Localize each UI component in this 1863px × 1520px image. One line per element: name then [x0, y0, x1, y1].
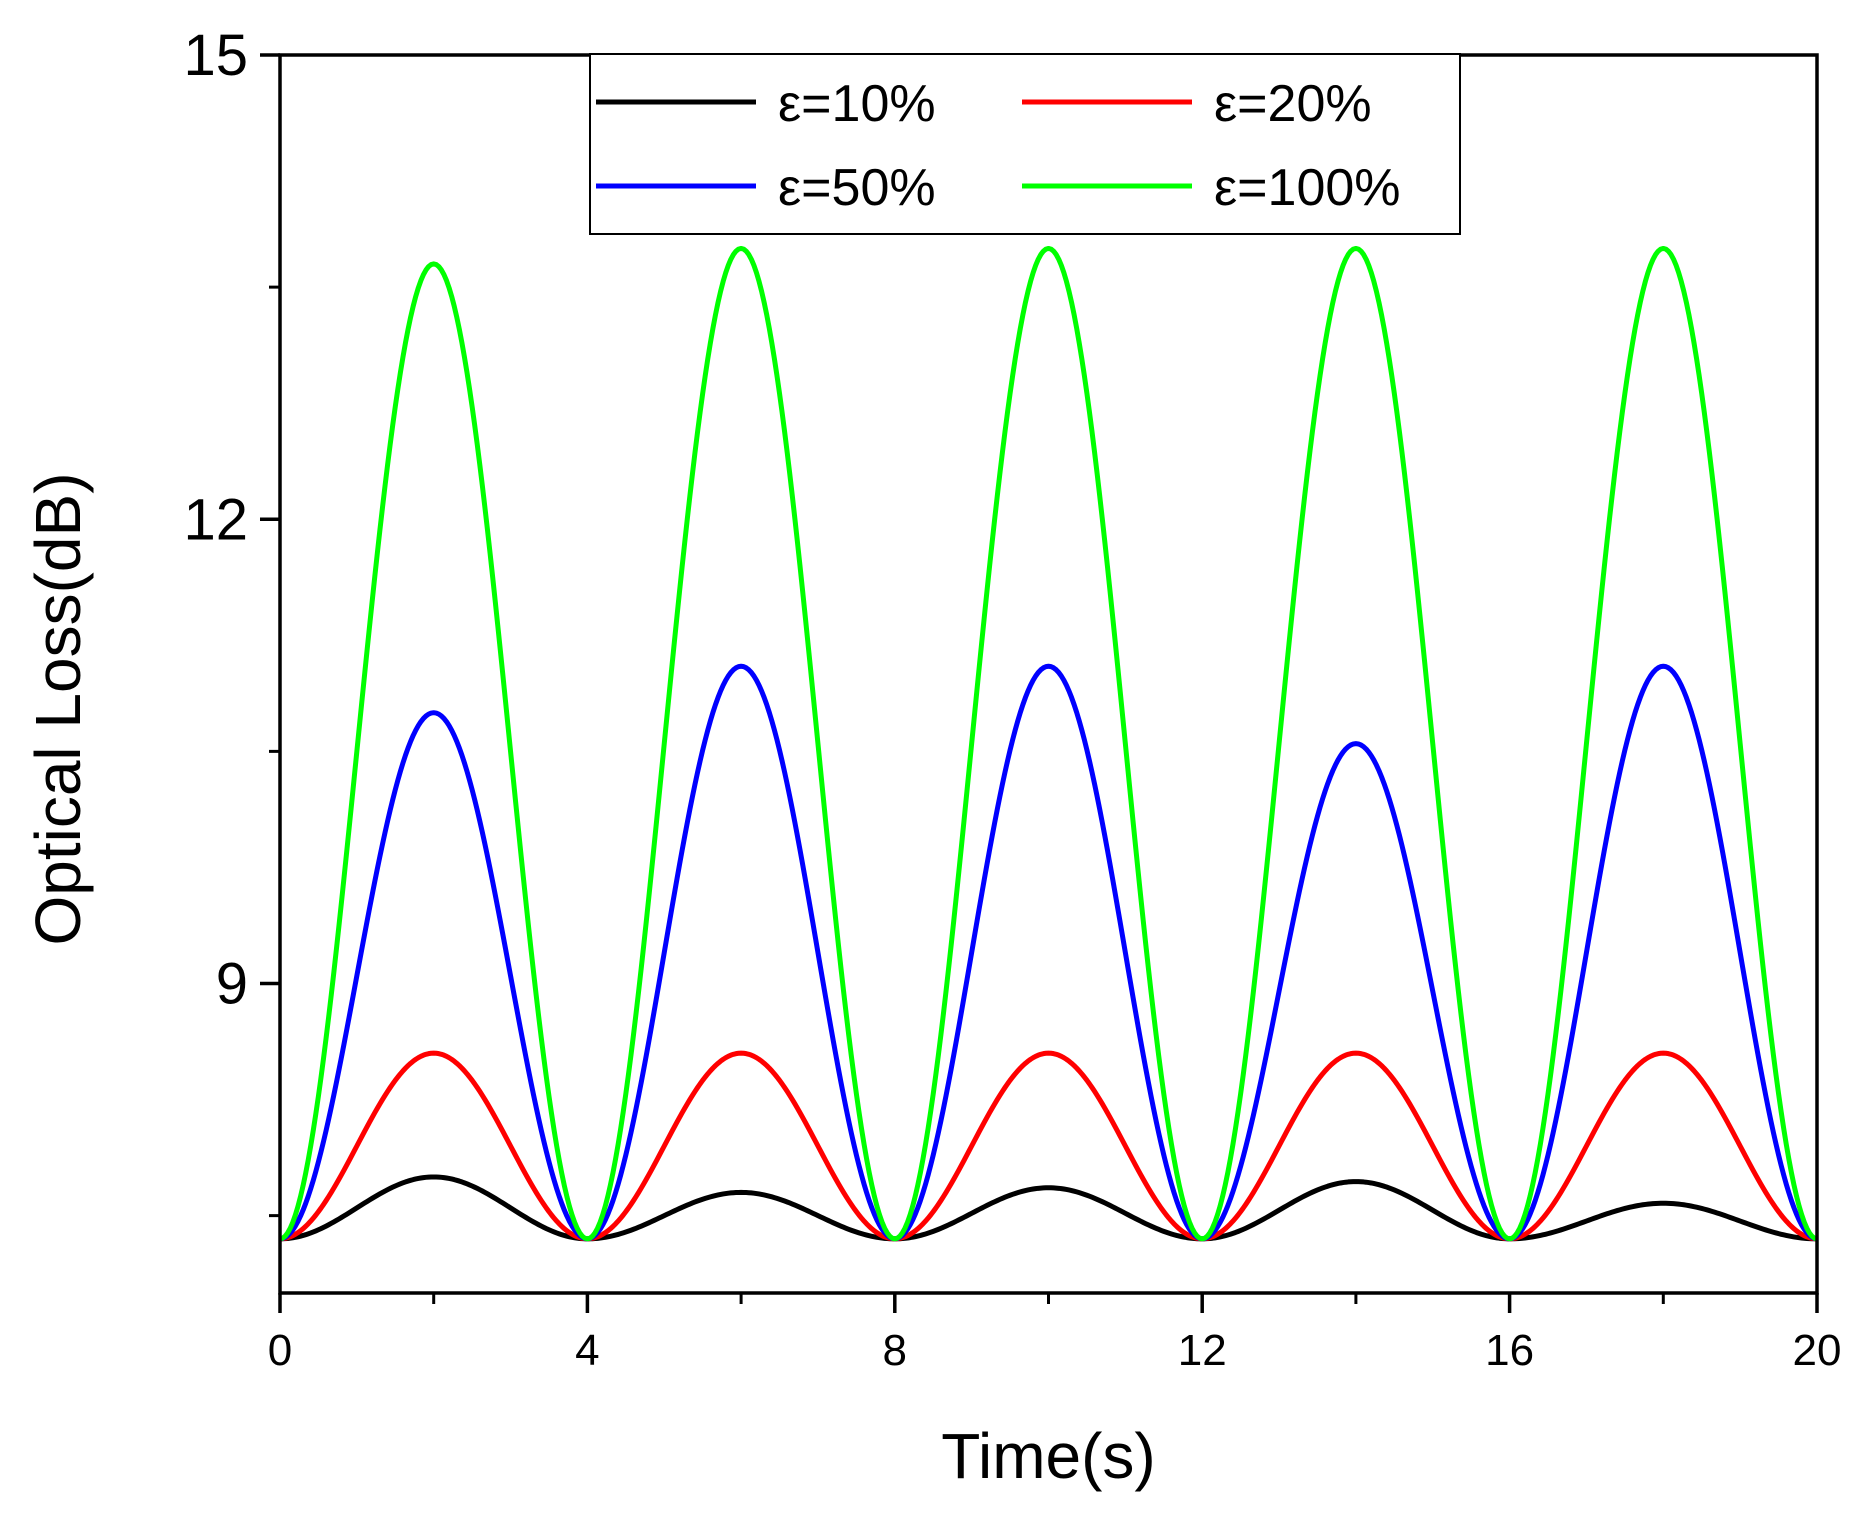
- x-tick-label: 0: [268, 1326, 292, 1375]
- axis-layer: 0 4 8 12 16 20 9 12 15 Time(s) Optical Loss(dB): [22, 23, 1841, 1492]
- x-axis-title: Time(s): [941, 1420, 1155, 1492]
- x-tick-label: 12: [1178, 1326, 1227, 1375]
- series-line-4: [280, 245, 1817, 1242]
- legend-box: [589, 53, 1461, 235]
- x-tick-label: 20: [1793, 1326, 1842, 1375]
- plot-frame: [278, 53, 1819, 1295]
- series-line-2: [280, 1050, 1817, 1242]
- legend: ε=10% ε=20% ε=50% ε=100%: [589, 53, 1461, 235]
- series-line-1: [280, 1174, 1817, 1242]
- y-tick-label: 9: [216, 952, 248, 1017]
- series-layer: [280, 245, 1817, 1242]
- x-tick-label: 4: [575, 1326, 599, 1375]
- legend-label-2: ε=20%: [1214, 75, 1372, 133]
- legend-label-3: ε=50%: [778, 159, 936, 217]
- x-tick-label: 8: [883, 1326, 907, 1375]
- y-tick-label: 12: [183, 487, 248, 552]
- series-line-3: [280, 663, 1817, 1242]
- x-tick-label: 16: [1485, 1326, 1534, 1375]
- legend-label-1: ε=10%: [778, 75, 936, 133]
- y-axis-title: Optical Loss(dB): [22, 472, 94, 945]
- y-tick-label: 15: [183, 23, 248, 88]
- legend-label-4: ε=100%: [1214, 159, 1401, 217]
